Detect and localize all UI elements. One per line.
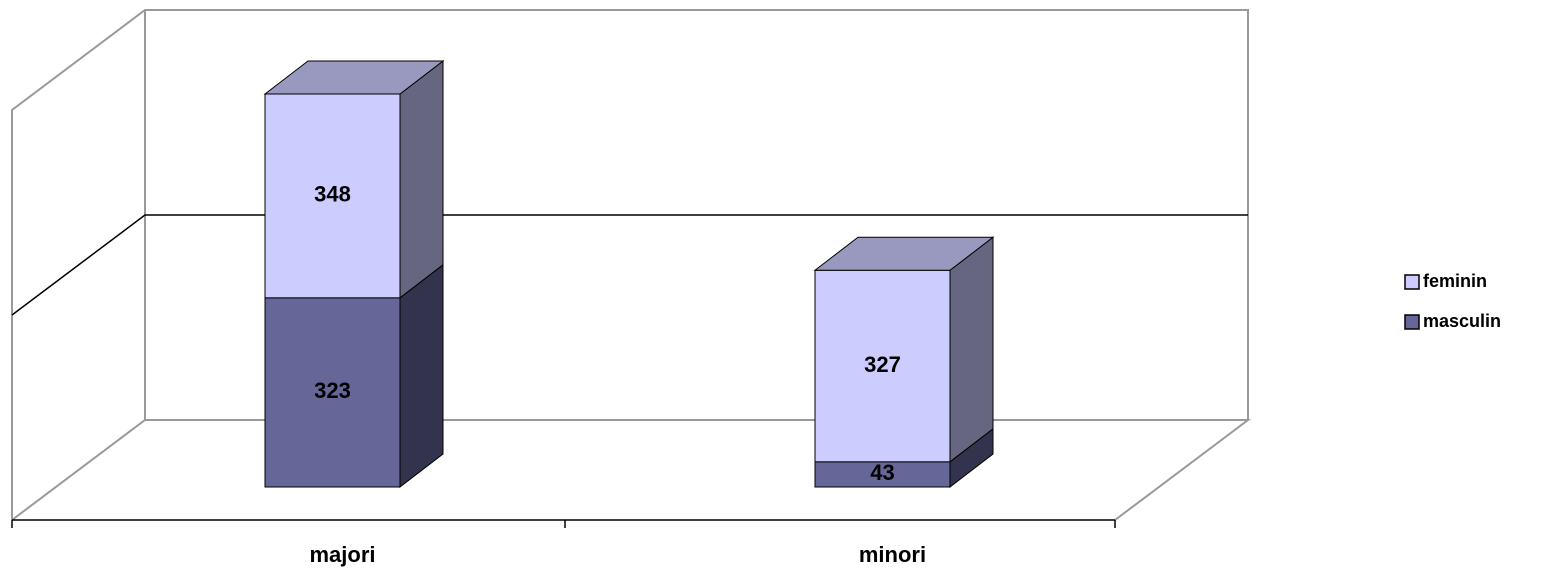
legend-swatch	[1404, 314, 1420, 330]
x-tick-label: minori	[859, 542, 926, 567]
bar	[814, 269, 951, 463]
bar-side	[949, 236, 994, 463]
value-label: 348	[314, 182, 351, 207]
floor	[11, 419, 1251, 521]
grid-line	[12, 420, 1248, 520]
bar-top	[263, 60, 445, 95]
legend-label: masculin	[1423, 311, 1501, 331]
bar-top	[813, 236, 995, 271]
walls	[11, 9, 1251, 521]
bar	[264, 93, 401, 299]
grid-line	[12, 10, 1248, 110]
legend-label: feminin	[1423, 271, 1487, 291]
bar	[814, 461, 951, 488]
x-axis	[11, 519, 1116, 528]
value-label: 323	[314, 378, 351, 403]
x-tick-label: majori	[309, 542, 375, 567]
bar	[264, 297, 401, 488]
value-label: 327	[864, 352, 901, 377]
value-label: 43	[870, 460, 894, 485]
bar-side	[399, 59, 444, 299]
legend-swatch	[1404, 274, 1420, 290]
grid-line	[11, 214, 1248, 316]
bar-side	[399, 263, 444, 489]
wall-outline	[11, 9, 1249, 520]
